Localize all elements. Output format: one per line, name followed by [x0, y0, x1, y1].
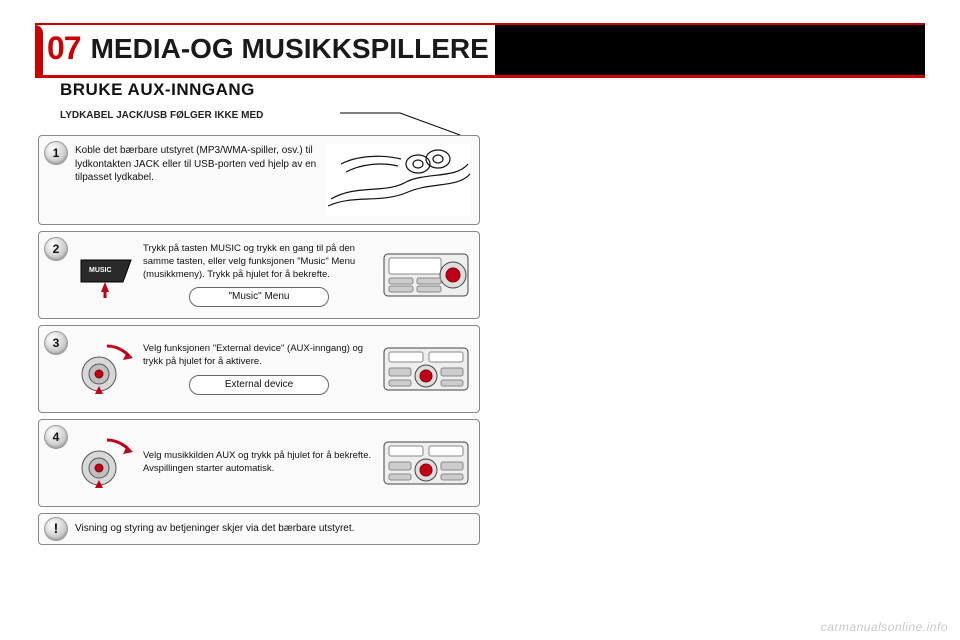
section-header: BRUKE AUX-INNGANG LYDKABEL JACK/USB FØLG…: [60, 80, 263, 121]
step-badge: 2: [45, 238, 67, 260]
head-unit-illustration: [381, 334, 471, 404]
banner-black-fill: [495, 25, 925, 76]
chapter-title: MEDIA-OG MUSIKKSPILLERE: [91, 33, 489, 65]
menu-pill: External device: [189, 375, 329, 395]
step-text: Velg musikkilden AUX og trykk på hjulet …: [143, 450, 375, 476]
manual-page: 07 MEDIA-OG MUSIKKSPILLERE BRUKE AUX-INN…: [0, 0, 960, 640]
aux-port-illustration: [326, 144, 471, 216]
step-badge: 4: [45, 426, 67, 448]
watermark: carmanualsonline.info: [821, 620, 948, 634]
step-badge: 3: [45, 332, 67, 354]
step-1: 1 Koble det bærbare utstyret (MP3/WMA-sp…: [38, 135, 480, 225]
music-key-label: MUSIC: [89, 267, 112, 274]
chapter-number: 07: [47, 30, 81, 67]
note-text: Visning og styring av betjeninger skjer …: [75, 522, 354, 536]
steps-column: 1 Koble det bærbare utstyret (MP3/WMA-sp…: [38, 135, 480, 545]
step-4: 4 Velg musikkilden: [38, 419, 480, 507]
chapter-header: 07 MEDIA-OG MUSIKKSPILLERE: [47, 26, 489, 71]
rotary-dial-icon: [75, 428, 137, 498]
music-button-icon: MUSIC: [75, 240, 137, 310]
step-text: Trykk på tasten MUSIC og trykk en gang t…: [143, 243, 375, 281]
rotary-dial-icon: [75, 334, 137, 404]
banner-left-corner: [35, 25, 43, 76]
step-text: Velg funksjonen "External device" (AUX-i…: [143, 343, 375, 369]
section-heading: BRUKE AUX-INNGANG: [60, 80, 263, 100]
note-box: ! Visning og styring av betjeninger skje…: [38, 513, 480, 545]
step-2: 2 MUSIC Trykk på tasten MUSIC og trykk e…: [38, 231, 480, 319]
step-3: 3 Velg funksjonen: [38, 325, 480, 413]
head-unit-illustration: [381, 240, 471, 310]
note-icon: !: [45, 518, 67, 540]
step-text: Koble det bærbare utstyret (MP3/WMA-spil…: [75, 144, 320, 185]
menu-pill: "Music" Menu: [189, 287, 329, 307]
step-badge: 1: [45, 142, 67, 164]
banner-bottom-rule: [35, 75, 925, 78]
section-subheading: LYDKABEL JACK/USB FØLGER IKKE MED: [60, 110, 263, 121]
head-unit-illustration: [381, 428, 471, 498]
